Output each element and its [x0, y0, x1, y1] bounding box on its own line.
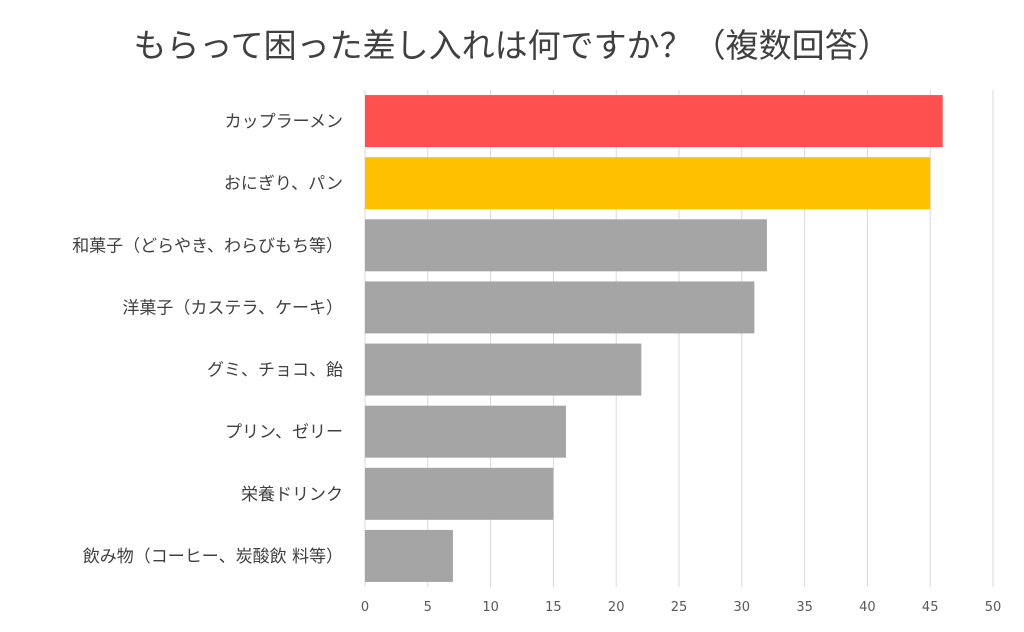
category-label: おにぎり、パン [224, 174, 343, 194]
x-tick-label: 10 [482, 600, 499, 615]
x-tick-label: 45 [922, 600, 939, 615]
category-label: 飲み物（コーヒー、炭酸飲 料等） [83, 547, 343, 567]
bar [365, 467, 554, 520]
x-tick-label: 0 [361, 600, 369, 615]
x-tick-label: 30 [734, 600, 751, 615]
category-label: カップラーメン [225, 112, 343, 132]
x-tick-label: 35 [796, 600, 813, 615]
bar [365, 405, 566, 458]
category-label: 栄養ドリンク [241, 485, 343, 505]
x-tick-label: 15 [545, 600, 562, 615]
x-tick-label: 5 [424, 600, 432, 615]
chart-title: もらって困った差し入れは何ですか？（複数回答） [133, 26, 890, 65]
x-tick-label: 40 [859, 600, 876, 615]
category-label: プリン、ゼリー [225, 423, 343, 443]
category-label: 和菓子（どらやき、わらびもち等） [72, 236, 343, 256]
bar [365, 529, 453, 582]
x-tick-label: 20 [608, 600, 625, 615]
category-label: 洋菓子（カステラ、ケーキ） [122, 298, 343, 318]
bar [365, 281, 755, 334]
category-label: グミ、チョコ、飴 [207, 361, 343, 381]
x-tick-label: 25 [671, 600, 688, 615]
bar [365, 95, 943, 148]
x-tick-label: 50 [985, 600, 1002, 615]
bar [365, 219, 767, 272]
x-axis-tick-labels: 0 5 10 15 20 25 30 35 40 45 50 [361, 600, 1001, 615]
bars [365, 95, 943, 582]
bar [365, 157, 931, 210]
bar [365, 343, 642, 396]
